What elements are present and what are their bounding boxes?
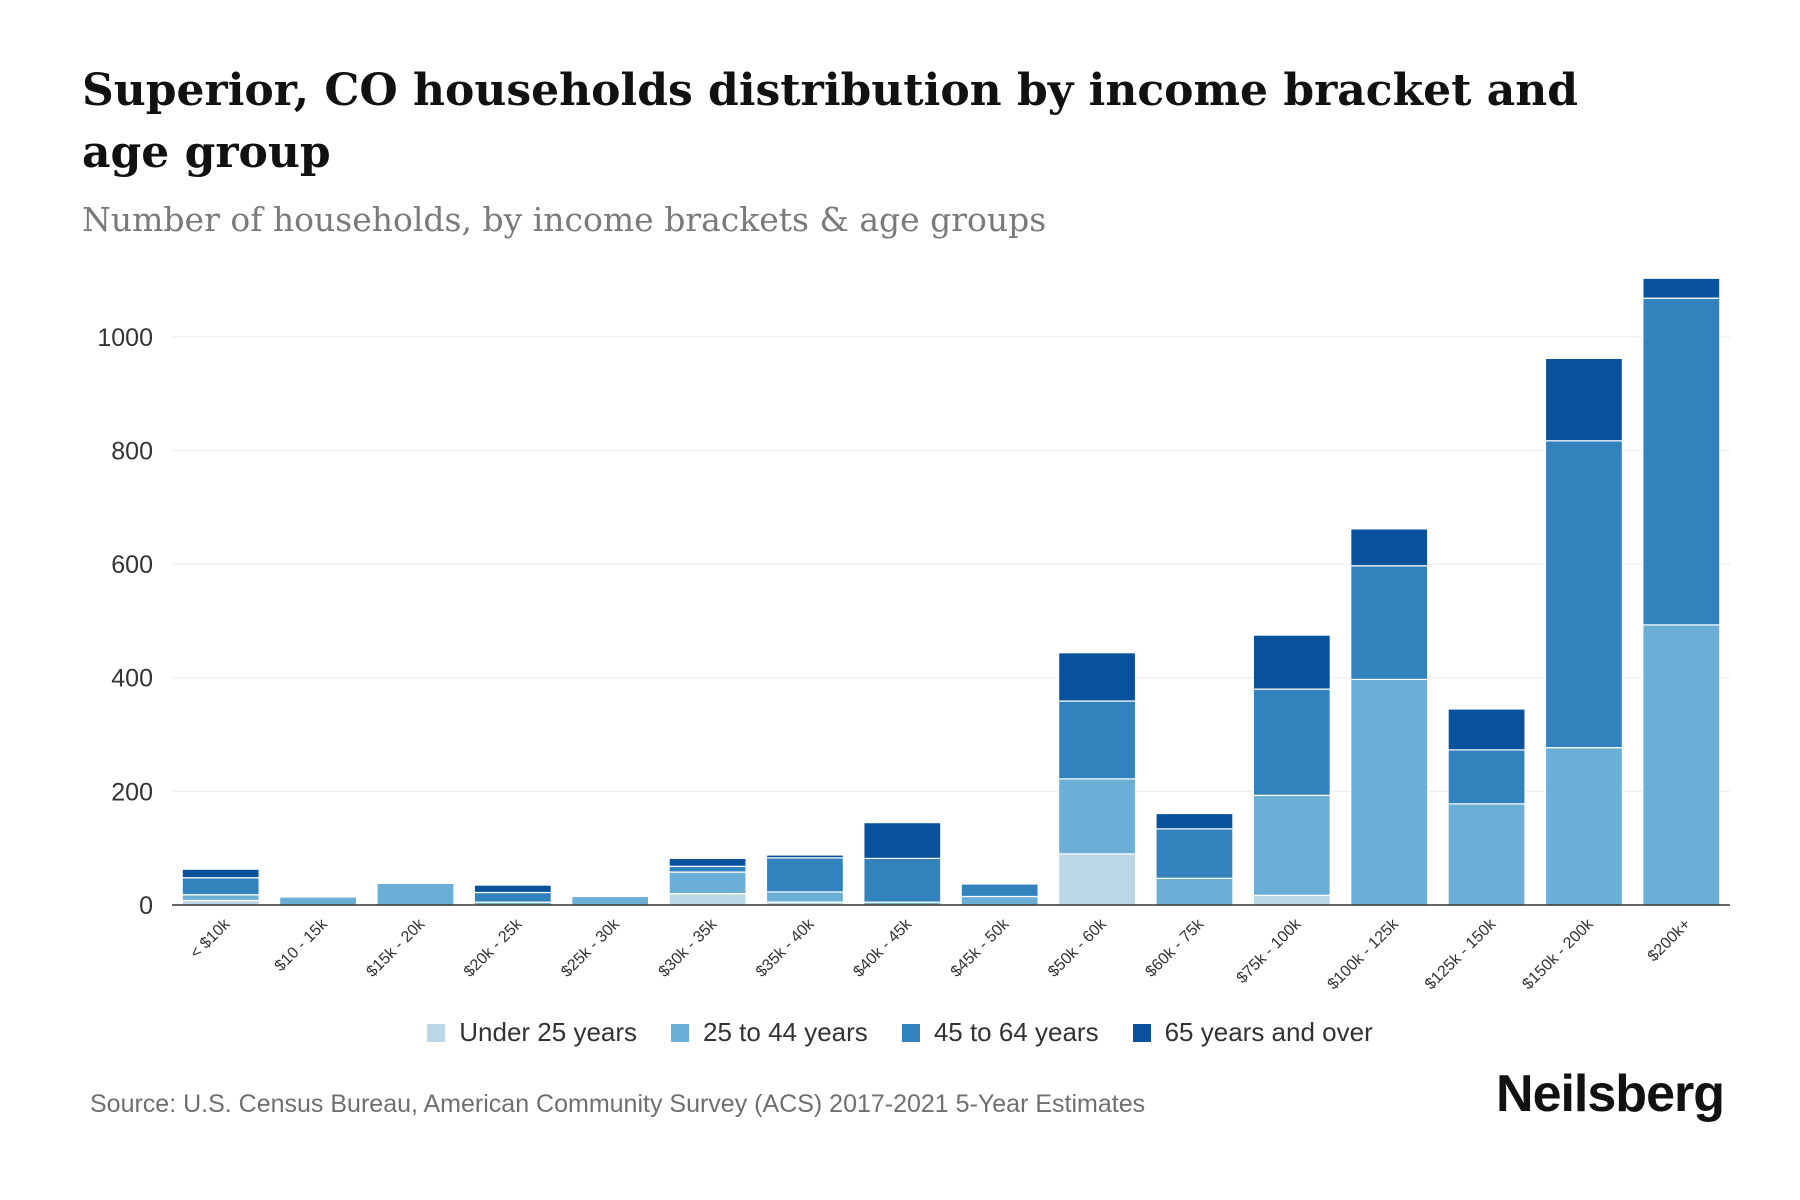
- bar-segment: [961, 884, 1038, 897]
- legend-label-under-25: Under 25 years: [459, 1017, 637, 1048]
- bar-segment: [1253, 895, 1330, 905]
- bar-segment: [1059, 701, 1136, 779]
- bar-segment: [1253, 635, 1330, 689]
- bar-segment: [961, 896, 1038, 905]
- bar-segment: [474, 893, 551, 903]
- x-tick-label: $25k - 30k: [558, 915, 624, 981]
- stacked-bar-chart: 0 200 400 600 800 1000 < $10k $10 - 15k $15k - 2…: [0, 0, 1800, 1020]
- y-tick-label: 200: [111, 778, 153, 806]
- legend-item-under-25: Under 25 years: [427, 1017, 637, 1048]
- bar-segment: [182, 869, 259, 878]
- brand-logo: Neilsberg: [1496, 1064, 1724, 1124]
- chart-legend: Under 25 years 25 to 44 years 45 to 64 y…: [0, 1017, 1800, 1048]
- y-tick-label: 400: [111, 665, 153, 693]
- y-tick-label: 600: [111, 551, 153, 579]
- x-tick-label: $75k - 100k: [1233, 915, 1305, 987]
- bar-segment: [474, 885, 551, 892]
- x-tick-label: $100k - 125k: [1325, 915, 1403, 993]
- bar-segment: [1351, 679, 1428, 905]
- x-tick-label: $50k - 60k: [1045, 915, 1111, 981]
- bar-segment: [1545, 358, 1622, 440]
- y-tick-label: 800: [111, 437, 153, 465]
- x-tick-label: $30k - 35k: [656, 915, 722, 981]
- bar-segment: [864, 858, 941, 902]
- bar-segment: [280, 897, 357, 905]
- bar-segment: [1059, 653, 1136, 701]
- y-tick-label: 0: [139, 892, 153, 920]
- bar-segment: [864, 823, 941, 859]
- source-note: Source: U.S. Census Bureau, American Com…: [90, 1090, 1145, 1119]
- bar-segment: [1448, 804, 1525, 905]
- bar-segment: [1156, 829, 1233, 878]
- bar-segment: [766, 892, 843, 902]
- bar-segment: [572, 896, 649, 905]
- bar-segment: [1545, 441, 1622, 748]
- x-tick-label: $125k - 150k: [1422, 915, 1500, 993]
- bar-segment: [182, 895, 259, 901]
- x-tick-label: $60k - 75k: [1142, 915, 1208, 981]
- bar-segment: [669, 866, 746, 872]
- bar-segment: [377, 883, 454, 905]
- bar-segment: [1643, 298, 1720, 625]
- bar-segment: [1448, 750, 1525, 804]
- bar-segment: [669, 894, 746, 905]
- bar-segment: [1351, 566, 1428, 680]
- x-tick-label: $45k - 50k: [948, 915, 1014, 981]
- bar-segment: [766, 858, 843, 892]
- legend-item-65-plus: 65 years and over: [1133, 1017, 1373, 1048]
- legend-swatch-under-25: [427, 1024, 445, 1042]
- x-tick-label: $15k - 20k: [363, 915, 429, 981]
- bar-segment: [669, 872, 746, 894]
- bar-segment: [1545, 748, 1622, 905]
- bar-segment: [1253, 795, 1330, 895]
- legend-item-45-64: 45 to 64 years: [902, 1017, 1099, 1048]
- bar-segment: [669, 858, 746, 866]
- bar-segment: [1156, 878, 1233, 905]
- bar-segment: [1059, 779, 1136, 854]
- legend-label-25-44: 25 to 44 years: [703, 1017, 868, 1048]
- x-tick-label: $20k - 25k: [461, 915, 527, 981]
- legend-label-45-64: 45 to 64 years: [934, 1017, 1099, 1048]
- bar-segment: [766, 855, 843, 858]
- bar-segment: [1253, 689, 1330, 795]
- bar-segment: [182, 878, 259, 895]
- x-tick-label: $40k - 45k: [850, 915, 916, 981]
- x-tick-label: $200k+: [1645, 916, 1694, 965]
- bar-segment: [1351, 529, 1428, 566]
- bar-segment: [1643, 278, 1720, 298]
- bar-segment: [1448, 709, 1525, 750]
- x-tick-label: $35k - 40k: [753, 915, 819, 981]
- x-tick-label: $10 - 15k: [272, 915, 332, 975]
- legend-swatch-45-64: [902, 1024, 920, 1042]
- bar-segment: [1643, 625, 1720, 905]
- bar-segment: [1156, 814, 1233, 829]
- legend-item-25-44: 25 to 44 years: [671, 1017, 868, 1048]
- legend-swatch-65-plus: [1133, 1024, 1151, 1042]
- legend-label-65-plus: 65 years and over: [1165, 1017, 1373, 1048]
- x-tick-label: < $10k: [187, 915, 234, 962]
- bar-segment: [1059, 854, 1136, 905]
- x-tick-label: $150k - 200k: [1519, 915, 1597, 993]
- y-tick-label: 1000: [97, 324, 153, 352]
- legend-swatch-25-44: [671, 1024, 689, 1042]
